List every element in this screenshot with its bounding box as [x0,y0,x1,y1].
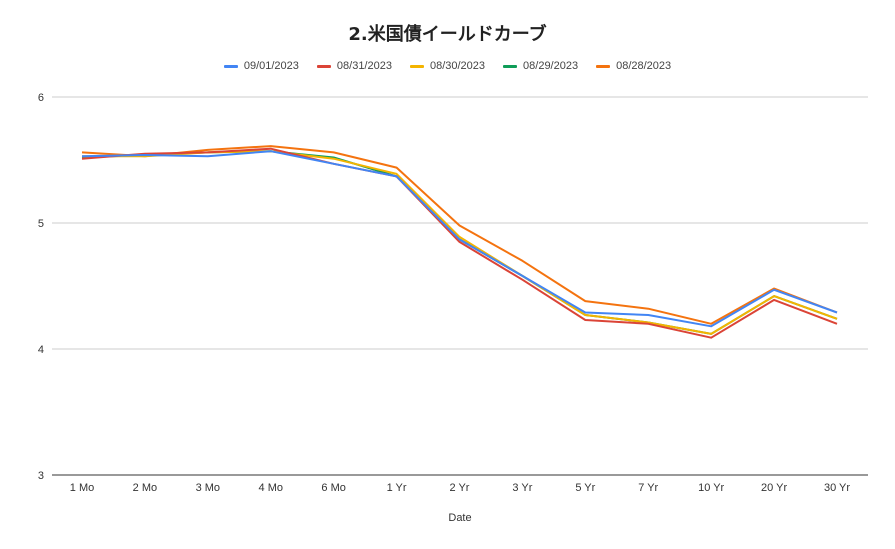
x-tick-label: 6 Mo [321,482,345,494]
x-tick-label: 1 Yr [387,482,407,494]
legend-swatch [316,64,331,68]
legend-item[interactable]: 09/01/2023 [223,60,299,72]
y-tick-label: 5 [38,218,44,230]
x-tick-label: 7 Yr [638,482,658,494]
x-axis-title: Date [448,512,471,524]
x-tick-label: 2 Yr [450,482,470,494]
series-line-09-01-2023 [81,150,838,328]
x-tick-label: 4 Mo [259,482,283,494]
x-tick-label: 2 Mo [133,482,157,494]
x-tick-label: 10 Yr [698,482,724,494]
y-tick-label: 4 [38,344,44,356]
legend-swatch [596,64,611,68]
x-tick-label: 20 Yr [761,482,787,494]
x-tick-label: 3 Mo [196,482,220,494]
legend-label: 09/01/2023 [243,60,299,72]
series-line-08-31-2023 [81,147,838,339]
legend-item[interactable]: 08/28/2023 [596,60,671,72]
legend-swatch [503,64,518,68]
x-tick-label: 3 Yr [512,482,532,494]
legend-label: 08/28/2023 [616,60,672,72]
legend-item[interactable]: 08/29/2023 [503,60,578,72]
x-tick-label: 5 Yr [575,482,595,494]
legend-label: 08/30/2023 [429,60,486,72]
legend-label: 08/29/2023 [523,60,579,72]
legend-item[interactable]: 08/31/2023 [316,60,392,72]
chart-legend: 09/01/2023 08/31/2023 08/30/2023 08/29/2023… [0,60,895,72]
legend-swatch [409,64,424,68]
x-tick-label: 30 Yr [824,482,850,494]
legend-swatch [223,64,238,68]
legend-label: 08/31/2023 [336,60,392,72]
y-tick-label: 3 [38,470,44,482]
x-tick-label: 1 Mo [70,482,94,494]
chart-title: 2.米国債イールドカーブ [348,24,547,45]
legend-item[interactable]: 08/30/2023 [409,60,486,72]
series-line-08-28-2023 [81,145,838,325]
y-tick-label: 6 [38,92,44,104]
